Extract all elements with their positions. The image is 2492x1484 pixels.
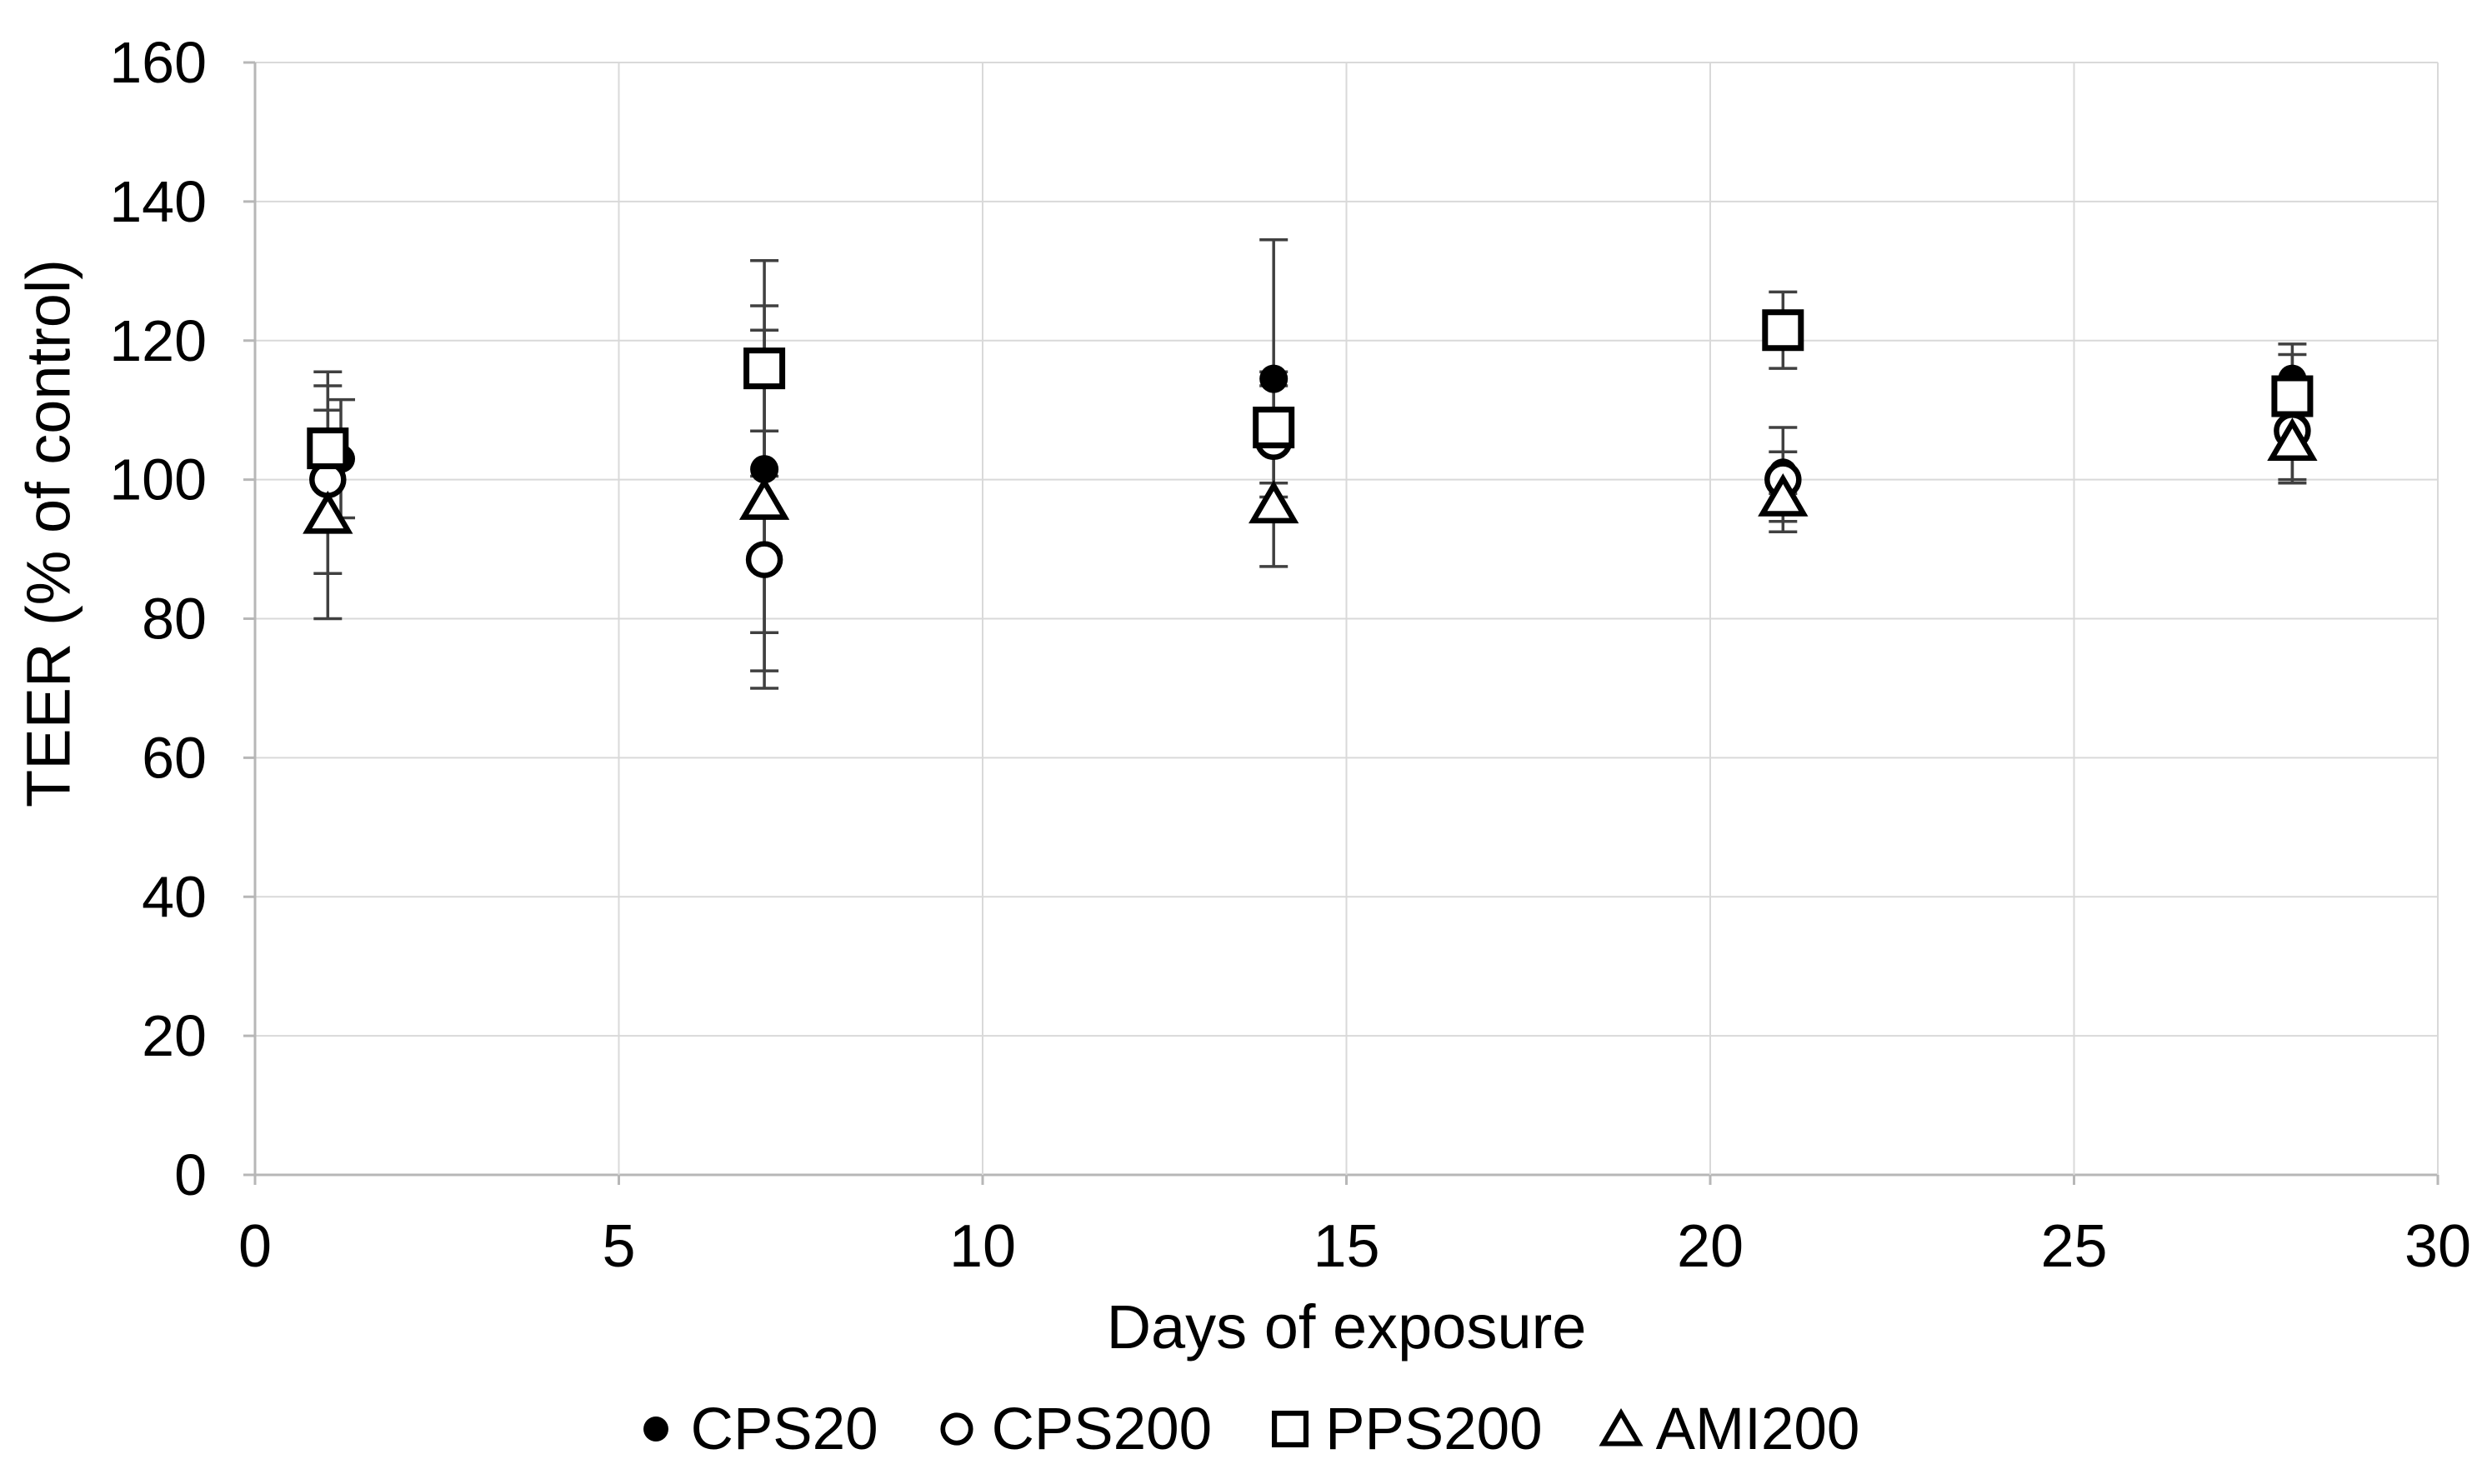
x-tick-label: 5 (602, 1213, 635, 1280)
legend-item-pps200: PPS200 (1267, 1396, 1543, 1463)
legend-label-ami200: AMI200 (1655, 1396, 1860, 1462)
error-bars (313, 238, 2307, 690)
legend-label-pps200: PPS200 (1325, 1396, 1543, 1462)
open-triangle-marker (303, 490, 353, 534)
series-cps20 (327, 364, 2307, 487)
axis-ticks (243, 61, 2439, 1185)
series-pps200 (307, 309, 2314, 470)
y-tick-label: 160 (109, 30, 207, 95)
open-square-marker (743, 347, 786, 390)
legend-item-cps200: CPS200 (933, 1396, 1212, 1463)
legend-marker-filled-circle-icon (643, 1417, 668, 1442)
open-circle-marker (745, 541, 783, 578)
filled-circle-marker (750, 455, 779, 484)
open-triangle-marker (738, 477, 790, 520)
filled-circle-marker (643, 1417, 668, 1442)
open-triangle-marker (1599, 1407, 1644, 1447)
x-tick-label: 20 (1677, 1213, 1744, 1280)
filled-circle-marker (1259, 364, 1289, 393)
open-circle-marker (940, 1412, 973, 1446)
series-ami200 (303, 417, 2318, 534)
gridlines (253, 62, 2439, 1177)
open-square-marker (1272, 1410, 1309, 1448)
legend-item-ami200: AMI200 (1598, 1396, 1860, 1463)
y-tick-label: 20 (142, 1003, 207, 1068)
legend-item-cps20: CPS20 (633, 1396, 878, 1463)
x-axis-title: Days of exposure (1106, 1292, 1587, 1362)
open-square-marker (1253, 407, 1295, 449)
y-tick-label: 140 (109, 169, 207, 234)
open-square-marker (2271, 375, 2314, 417)
open-triangle-marker (1249, 480, 1299, 524)
legend-marker-open-circle-icon (940, 1412, 973, 1446)
legend-label-cps20: CPS20 (690, 1396, 878, 1462)
y-tick-label: 60 (142, 725, 207, 790)
open-triangle-marker (2267, 417, 2318, 461)
x-tick-label: 0 (238, 1213, 272, 1280)
y-tick-label: 40 (142, 864, 207, 929)
y-tick-label: 100 (109, 447, 207, 512)
x-tick-label: 25 (2040, 1213, 2107, 1280)
open-square-marker (307, 427, 349, 470)
open-square-marker (1762, 309, 1804, 352)
legend: CPS20 CPS200 PPS200 AMI200 (0, 1385, 2492, 1473)
y-axis-title: TEER (% of control) (13, 259, 83, 807)
legend-label-cps200: CPS200 (991, 1396, 1213, 1462)
tick-labels: 0 20 40 60 80 100 120 140 160 0 5 10 15 20 25 30 (109, 30, 2471, 1280)
open-triangle-marker (1758, 473, 1809, 517)
series-cps200 (309, 412, 2311, 578)
x-tick-label: 30 (2404, 1213, 2471, 1280)
y-tick-label: 80 (142, 587, 207, 652)
legend-marker-open-triangle-icon (1599, 1407, 1644, 1447)
x-tick-label: 10 (949, 1213, 1016, 1280)
legend-marker-open-square-icon (1272, 1410, 1309, 1448)
x-tick-label: 15 (1313, 1213, 1379, 1280)
y-tick-label: 0 (174, 1142, 207, 1207)
y-tick-label: 120 (109, 308, 207, 373)
